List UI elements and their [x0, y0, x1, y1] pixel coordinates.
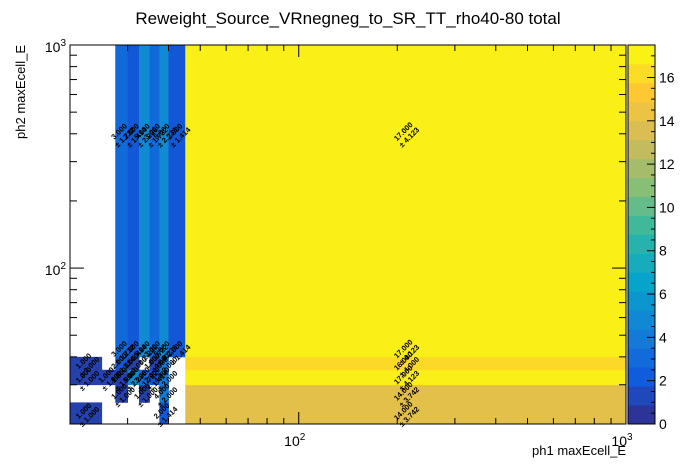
colorbar-band: [628, 386, 655, 406]
heatmap-cell: [115, 369, 129, 386]
y-tick-label: 103: [45, 38, 67, 55]
colorbar: 0 2 4 6 8 10 12 14 16: [627, 44, 675, 432]
colorbar-band: [628, 272, 655, 292]
colorbar-band: [628, 215, 655, 235]
heatmap-cell: [185, 369, 627, 386]
colorbar-band: [628, 82, 655, 103]
colorbar-band: [628, 310, 655, 330]
heatmap-cell: [168, 345, 186, 358]
heatmap-cell: [149, 45, 160, 346]
colorbar-tick-label: 6: [659, 286, 667, 302]
heatmap-cell: [185, 345, 627, 358]
x-tick-label: 102: [284, 432, 306, 449]
heatmap-cell: [159, 356, 169, 371]
colorbar-band: [628, 253, 655, 273]
colorbar-band: [628, 139, 655, 160]
heatmap-cell: [139, 384, 150, 403]
colorbar-band: [628, 101, 655, 122]
heatmap-cell: [149, 369, 160, 386]
chart-title: Reweight_Source_VRnegneg_to_SR_TT_rho40-…: [135, 9, 560, 28]
heatmap-cell: [139, 369, 150, 386]
heatmap-cell: [185, 356, 627, 371]
y-tick-label: 102: [45, 261, 67, 278]
x-axis: 102 103: [69, 45, 633, 449]
y-axis-label: ph2 maxEcell_E: [13, 45, 28, 139]
heatmap-cell: [149, 345, 160, 358]
heatmap-cell: [159, 45, 169, 346]
heatmap-cell: [159, 369, 169, 386]
colorbar-tick-label: 10: [659, 199, 675, 215]
heatmap-cell: [159, 384, 169, 403]
heatmap-cell: [159, 402, 169, 425]
heatmap-cell: [70, 356, 103, 371]
colorbar-tick-label: 8: [659, 243, 667, 259]
x-tick-label: 103: [611, 432, 633, 449]
heatmap-cell: [115, 356, 129, 371]
heatmap-cell: [70, 369, 103, 386]
colorbar-band: [628, 63, 655, 84]
heatmap-cell: [159, 345, 169, 358]
colorbar-band: [628, 405, 655, 425]
heatmap-cell: [70, 402, 103, 425]
heatmap-cell: [185, 402, 627, 425]
heatmap-cell: [139, 345, 150, 358]
colorbar-band: [628, 196, 655, 216]
heatmap-cell: [127, 345, 140, 358]
colorbar-band: [628, 45, 655, 65]
heatmap-cell: [139, 45, 150, 346]
heatmap-cell: [115, 384, 129, 403]
heatmap-cell: [101, 369, 116, 386]
colorbar-band: [628, 367, 655, 387]
colorbar-tick-label: 2: [659, 373, 667, 389]
heatmap-cell: [185, 45, 627, 346]
y-axis: 102 103: [45, 38, 626, 425]
colorbar-tick-label: 12: [659, 156, 675, 172]
heatmap-cell: [127, 369, 140, 386]
colorbar-band: [628, 158, 655, 179]
heatmap-cell: [127, 45, 140, 346]
colorbar-band: [628, 177, 655, 197]
colorbar-tick-label: 4: [659, 329, 667, 345]
colorbar-band: [628, 120, 655, 141]
plot-frame: [69, 44, 627, 425]
heatmap-cell: [185, 384, 627, 403]
colorbar-tick-label: 0: [659, 416, 667, 432]
colorbar-tick-label: 14: [659, 113, 675, 129]
colorbar-band: [628, 329, 655, 349]
heatmap-cell: [115, 45, 129, 346]
colorbar-tick-label: 16: [659, 69, 675, 85]
heatmap-cell: [168, 45, 186, 346]
colorbar-band: [628, 234, 655, 254]
colorbar-band: [628, 348, 655, 368]
heatmap-cell: [149, 356, 160, 371]
heatmap-cell: [127, 356, 140, 371]
x-axis-label: ph1 maxEcell_E: [532, 443, 626, 458]
colorbar-band: [628, 291, 655, 311]
heatmap-cell: [115, 345, 129, 358]
colorbar-frame: [627, 44, 656, 425]
heatmap-cells: [70, 45, 627, 425]
